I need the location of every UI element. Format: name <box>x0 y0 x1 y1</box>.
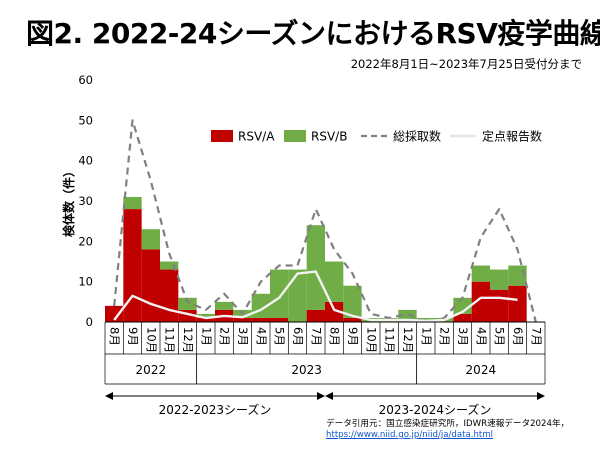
bar-rsv-b <box>141 229 160 250</box>
bar-rsv-b <box>160 261 179 270</box>
year-label: 2024 <box>466 363 497 377</box>
y-tick-label: 40 <box>78 154 93 168</box>
bar-rsv-b <box>270 269 289 318</box>
bar-rsv-b <box>471 265 490 282</box>
bar-rsv-b <box>215 301 234 310</box>
x-tick-label: 10月 <box>144 327 158 353</box>
bar-rsv-a <box>123 209 142 322</box>
x-axis: 8月 9月 10月 11月 12月 1月 2月 3月 4月 5月 6月 7月 8月 9月 10月 11月 12月… <box>104 321 546 417</box>
season-arrow-head-left <box>325 392 333 400</box>
x-tick-label: 4月 <box>254 327 268 346</box>
bar-rsv-a <box>306 309 325 322</box>
data-source-link[interactable]: https://www.niid.go.jp/niid/ja/data.html <box>326 430 494 440</box>
x-tick-label: 1月 <box>199 327 213 346</box>
x-tick-label: 6月 <box>291 327 305 346</box>
bar-rsv-a <box>233 317 252 322</box>
season-arrow-head-left <box>105 392 113 400</box>
bar-rsv-a <box>453 313 472 322</box>
y-tick-label: 50 <box>78 113 93 127</box>
bars <box>105 196 527 322</box>
x-tick-label: 8月 <box>108 327 122 346</box>
x-tick-label: 1月 <box>419 327 433 346</box>
legend-label: 定点報告数 <box>482 129 542 144</box>
bar-rsv-b <box>288 269 307 322</box>
line-total-samples <box>113 119 537 324</box>
bar-rsv-a <box>490 289 509 322</box>
bar-rsv-a <box>270 317 289 322</box>
y-tick-label: 10 <box>78 275 93 289</box>
x-tick-label: 4月 <box>474 327 488 346</box>
x-tick-label: 11月 <box>383 327 397 353</box>
y-tick-label: 20 <box>78 234 93 248</box>
y-tick-label: 60 <box>78 73 93 87</box>
season-label: 2023-2024シーズン <box>379 402 492 417</box>
x-tick-label: 5月 <box>273 327 287 346</box>
season-arrow-head-right <box>537 392 545 400</box>
bar-rsv-b <box>123 196 142 210</box>
bar-rsv-b <box>178 297 197 310</box>
x-tick-label: 9月 <box>346 327 360 346</box>
x-tick-label: 12月 <box>401 327 415 353</box>
y-tick-label: 30 <box>78 194 93 208</box>
season-arrow-head-right <box>317 392 325 400</box>
bar-rsv-a <box>160 269 179 322</box>
bar-rsv-a <box>325 301 344 322</box>
legend-label: 総採取数 <box>393 129 441 144</box>
bar-rsv-b <box>490 269 509 290</box>
bar-rsv-b <box>325 261 344 302</box>
x-tick-label: 7月 <box>529 327 543 346</box>
chart-subtitle: 2022年8月1日~2023年7月25日受付分まで <box>350 57 582 71</box>
x-tick-label: 2月 <box>218 327 232 346</box>
year-label: 2023 <box>291 363 322 377</box>
bar-rsv-b <box>306 225 325 310</box>
y-axis-label: 検体数（件） <box>61 165 76 237</box>
axes: 0 10 20 30 40 50 60 検体数（件） <box>61 73 93 329</box>
x-tick-label: 12月 <box>181 327 195 353</box>
data-source-text: データ引用元：国立感染症研究所，IDWR速報データ2024年， <box>326 419 570 429</box>
x-tick-label: 6月 <box>511 327 525 346</box>
bar-rsv-a <box>105 305 124 322</box>
lines <box>113 119 537 324</box>
bar-rsv-a <box>251 317 270 322</box>
x-tick-label: 2月 <box>438 327 452 346</box>
data-source: データ引用元：国立感染症研究所，IDWR速報データ2024年， https://… <box>326 419 569 441</box>
line-sentinel-reports <box>113 270 518 322</box>
legend-swatch <box>211 130 233 142</box>
bar-rsv-b <box>453 297 472 314</box>
x-tick-label: 5月 <box>493 327 507 346</box>
bar-rsv-b <box>196 313 215 318</box>
legend-label: RSV/B <box>311 130 347 144</box>
legend: RSV/A RSV/B 総採取数 定点報告数 <box>211 129 542 144</box>
y-tick-label: 0 <box>86 315 93 329</box>
bar-rsv-a <box>343 317 362 322</box>
bar-rsv-a <box>471 281 490 322</box>
bar-rsv-b <box>343 285 362 318</box>
x-tick-label: 7月 <box>309 327 323 346</box>
chart-title: 図2. 2022-24シーズンにおけるRSV疫学曲線 <box>26 17 600 50</box>
x-tick-label: 3月 <box>456 327 470 346</box>
x-tick-label: 10月 <box>364 327 378 353</box>
x-tick-label: 3月 <box>236 327 250 346</box>
season-label: 2022-2023シーズン <box>159 402 272 417</box>
x-tick-label: 11月 <box>163 327 177 353</box>
bar-rsv-a <box>141 249 160 322</box>
bar-rsv-a <box>508 285 527 322</box>
year-label: 2022 <box>136 363 167 377</box>
x-tick-label: 9月 <box>126 327 140 346</box>
legend-label: RSV/A <box>238 130 275 144</box>
bar-rsv-a <box>196 317 215 322</box>
legend-swatch <box>284 130 306 142</box>
x-tick-label: 8月 <box>328 327 342 346</box>
